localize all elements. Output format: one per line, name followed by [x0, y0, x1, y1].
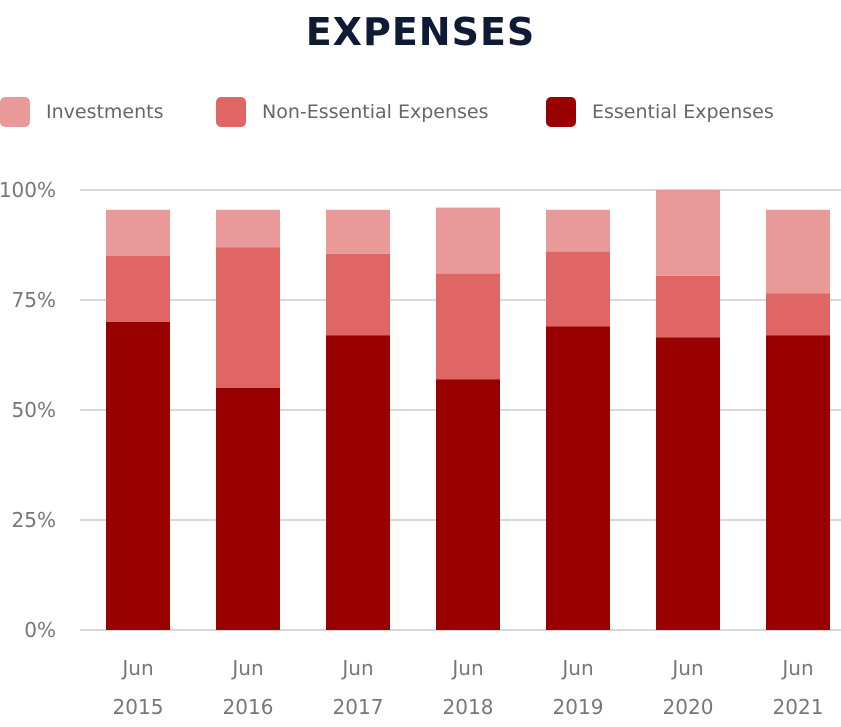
legend-item-non-essential: Non-Essential Expenses: [216, 96, 489, 128]
bar-non-essential-expenses-3: [436, 273, 500, 380]
legend-swatch-investments: [0, 97, 30, 127]
x-tick-label-line2-5: 2020: [663, 695, 714, 719]
x-tick-label-line1-2: Jun: [340, 656, 373, 680]
x-tick-label-line2-6: 2021: [773, 695, 824, 719]
x-tick-label-line2-3: 2018: [443, 695, 494, 719]
legend-swatch-non-essential: [216, 97, 246, 127]
legend-swatch-essential: [546, 97, 576, 127]
bar-essential-expenses-0: [106, 322, 170, 630]
bar-non-essential-expenses-1: [216, 247, 280, 388]
legend-label-investments: Investments: [46, 101, 164, 123]
bar-non-essential-expenses-0: [106, 256, 170, 322]
y-tick-label-50: 50%: [12, 398, 56, 422]
x-tick-label-line2-1: 2016: [223, 695, 274, 719]
x-tick-label-line2-2: 2017: [333, 695, 384, 719]
bar-investments-0: [106, 209, 170, 256]
legend-label-non-essential: Non-Essential Expenses: [262, 101, 489, 123]
legend-label-essential: Essential Expenses: [592, 101, 774, 123]
legend: Investments Non-Essential Expenses Essen…: [0, 96, 841, 128]
legend-item-investments: Investments: [0, 96, 164, 128]
x-tick-label-line1-0: Jun: [120, 656, 153, 680]
bar-essential-expenses-5: [656, 337, 720, 630]
x-tick-label-line1-5: Jun: [670, 656, 703, 680]
bar-essential-expenses-1: [216, 388, 280, 630]
bar-essential-expenses-6: [766, 335, 830, 630]
x-tick-label-line2-4: 2019: [553, 695, 604, 719]
chart-title: EXPENSES: [305, 10, 536, 54]
bar-investments-4: [546, 209, 610, 252]
bar-essential-expenses-3: [436, 379, 500, 630]
bar-investments-2: [326, 209, 390, 254]
legend-item-essential: Essential Expenses: [546, 96, 774, 128]
x-tick-label-line1-4: Jun: [560, 656, 593, 680]
bar-investments-1: [216, 209, 280, 248]
bar-investments-5: [656, 190, 720, 276]
x-tick-label-line1-3: Jun: [450, 656, 483, 680]
y-tick-label-25: 25%: [12, 508, 56, 532]
bar-investments-3: [436, 207, 500, 274]
y-tick-label-75: 75%: [12, 288, 56, 312]
x-tick-label-line1-1: Jun: [230, 656, 263, 680]
bar-essential-expenses-2: [326, 335, 390, 630]
bar-non-essential-expenses-4: [546, 251, 610, 327]
bar-investments-6: [766, 209, 830, 294]
x-tick-label-line2-0: 2015: [113, 695, 164, 719]
bar-essential-expenses-4: [546, 326, 610, 630]
bar-non-essential-expenses-6: [766, 293, 830, 336]
y-tick-label-0: 0%: [24, 618, 56, 642]
bar-non-essential-expenses-2: [326, 253, 390, 336]
bar-non-essential-expenses-5: [656, 275, 720, 338]
y-tick-label-100: 100%: [0, 178, 56, 202]
x-tick-label-line1-6: Jun: [780, 656, 813, 680]
